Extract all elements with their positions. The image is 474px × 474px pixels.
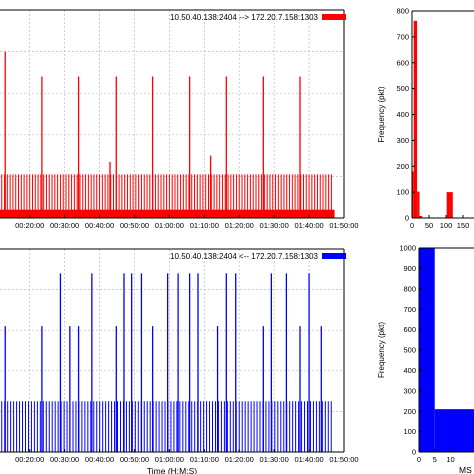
histogram-bar <box>419 248 435 452</box>
y-tick-label: 800 <box>396 7 409 16</box>
y-tick-label: 500 <box>396 84 409 93</box>
y-tick-label: 300 <box>403 386 416 395</box>
x-tick-label: 01:20:00 <box>225 221 254 230</box>
y-tick-label: 100 <box>396 188 409 197</box>
x-tick-label: 01:20:00 <box>225 455 254 464</box>
y-tick-label: 0 <box>412 448 416 457</box>
y-axis-title: Frequency (pkt) <box>377 322 386 378</box>
plot-area <box>412 11 474 218</box>
x-tick-label: 00:20:00 <box>15 221 44 230</box>
x-tick-label: 01:10:00 <box>190 221 219 230</box>
y-tick-label: 300 <box>396 136 409 145</box>
histogram-bar <box>419 215 423 218</box>
x-tick-label: 01:50:00 <box>329 221 358 230</box>
x-tick-label: 00:40:00 <box>85 221 114 230</box>
x-tick-label: 100 <box>440 221 453 230</box>
x-tick-label: 00:30:00 <box>50 455 79 464</box>
x-tick-label: 01:30:00 <box>260 221 289 230</box>
y-tick-label: 100 <box>403 427 416 436</box>
y-tick-label: 600 <box>403 325 416 334</box>
histogram-bar <box>417 191 420 218</box>
x-tick-label: 00:20:00 <box>15 455 44 464</box>
y-tick-label: 1000 <box>399 244 416 253</box>
x-tick-label: 01:00:00 <box>155 455 184 464</box>
x-tick-label: 50 <box>425 221 433 230</box>
x-tick-label: 01:40:00 <box>294 221 323 230</box>
x-tick-label: 00:40:00 <box>85 455 114 464</box>
x-tick-label: 01:40:00 <box>294 455 323 464</box>
time-series-outgoing: 00:20:00 00:30:00 00:40:00 00:50:00 01:00:00… <box>0 9 359 230</box>
y-tick-label: 500 <box>403 346 416 355</box>
x-tick-label: 0 <box>410 221 414 230</box>
legend-label: 10.50.40.138:2404 --> 172.20.7.158:1303 <box>170 13 318 22</box>
y-tick-label: 200 <box>396 162 409 171</box>
x-tick-label: 01:10:00 <box>190 455 219 464</box>
x-tick-label: 0 <box>417 455 421 464</box>
y-axis-title: Frequency (pkt) <box>377 86 386 142</box>
baseline-band <box>0 209 335 218</box>
y-tick-label: 800 <box>403 284 416 293</box>
y-tick-label: 700 <box>396 32 409 41</box>
y-tick-label: 700 <box>403 305 416 314</box>
x-tick-label: 00:50:00 <box>120 455 149 464</box>
histogram-bar <box>412 171 414 218</box>
legend-label: 10.50.40.138:2404 <-- 172.20.7.158:1303 <box>170 252 318 261</box>
histogram-bar <box>446 192 453 218</box>
legend-swatch <box>322 14 346 20</box>
y-tick-label: 0 <box>405 214 409 223</box>
x-tick-label: 01:00:00 <box>155 221 184 230</box>
y-tick-label: 200 <box>403 407 416 416</box>
histogram-incoming: 0 100 200 300 400 500 600 700 800 900 1000 0 5 10 Freq… <box>377 244 474 474</box>
y-tick-label: 400 <box>396 110 409 119</box>
x-tick-label: 10 <box>446 455 454 464</box>
y-tick-label: 400 <box>403 366 416 375</box>
x-tick-label: 01:50:00 <box>329 455 358 464</box>
legend-swatch <box>322 253 346 259</box>
x-tick-label: 00:50:00 <box>120 221 149 230</box>
histogram-bar <box>434 409 474 452</box>
histogram-outgoing: 01002003004005006007008000501001502Frequ… <box>377 7 474 230</box>
x-axis-title: Time (H:M:S) <box>147 466 197 474</box>
x-tick-label: 150 <box>457 221 470 230</box>
x-tick-label: 00:30:00 <box>50 221 79 230</box>
y-tick-label: 900 <box>403 264 416 273</box>
y-tick-label: 600 <box>396 58 409 67</box>
x-tick-label: 01:30:00 <box>260 455 289 464</box>
histogram-bar <box>413 20 418 218</box>
x-tick-label: 5 <box>433 455 437 464</box>
time-series-incoming: 00:20:00 00:30:00 00:40:00 00:50:00 01:00:00… <box>0 248 359 474</box>
x-axis-title: MS <box>459 465 472 474</box>
